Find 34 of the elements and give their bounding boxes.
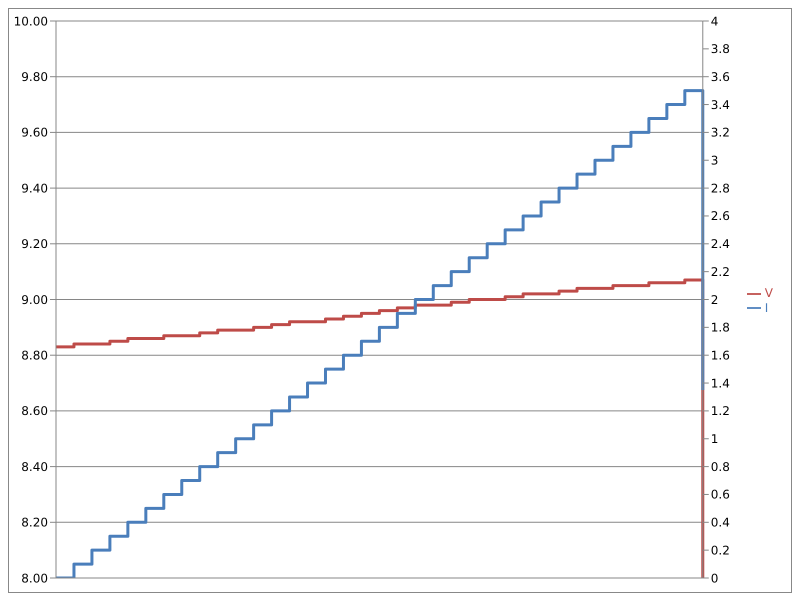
- y2-tick-label: 0.6: [710, 488, 730, 502]
- y2-tick-label: 0: [710, 571, 718, 586]
- y2-tick-label: 3.8: [710, 42, 730, 56]
- y2-tick-label: 3.6: [710, 70, 730, 84]
- y2-tick-label: 1.8: [710, 320, 730, 335]
- y-tick-label: 8.20: [21, 516, 48, 530]
- y2-tick-label: 1.4: [710, 376, 730, 390]
- y-tick-label: 9.00: [21, 292, 48, 307]
- y2-tick-label: 2.6: [710, 209, 730, 224]
- y-tick-label: 8.00: [21, 571, 48, 586]
- legend-label: V: [764, 286, 773, 300]
- y2-tick-label: 3.2: [710, 126, 730, 140]
- y-tick-label: 9.60: [21, 126, 48, 140]
- y2-tick-label: 1: [710, 432, 718, 446]
- y2-tick-label: 2.4: [710, 237, 730, 252]
- y-tick-label: 9.80: [21, 70, 48, 84]
- y2-tick-label: 0.2: [710, 543, 730, 558]
- y-tick-label: 9.40: [21, 181, 48, 196]
- y2-tick-label: 0.4: [710, 516, 730, 530]
- y-tick-label: 8.60: [21, 404, 48, 418]
- y2-tick-label: 3.4: [710, 98, 730, 112]
- y-tick-label: 8.40: [21, 460, 48, 474]
- y-tick-label: 9.20: [21, 237, 48, 252]
- legend-label: I: [764, 300, 768, 314]
- y2-tick-label: 1.2: [710, 404, 730, 418]
- y2-tick-label: 4: [710, 14, 718, 28]
- y2-tick-label: 0.8: [710, 460, 730, 474]
- y2-tick-label: 2.2: [710, 264, 730, 279]
- y2-tick-label: 2: [710, 292, 718, 307]
- y-tick-label: 8.80: [21, 348, 48, 362]
- y2-tick-label: 2.8: [710, 181, 730, 196]
- y2-tick-label: 3: [710, 154, 718, 168]
- y2-tick-label: 1.6: [710, 348, 730, 362]
- y-tick-label: 10.00: [14, 14, 48, 28]
